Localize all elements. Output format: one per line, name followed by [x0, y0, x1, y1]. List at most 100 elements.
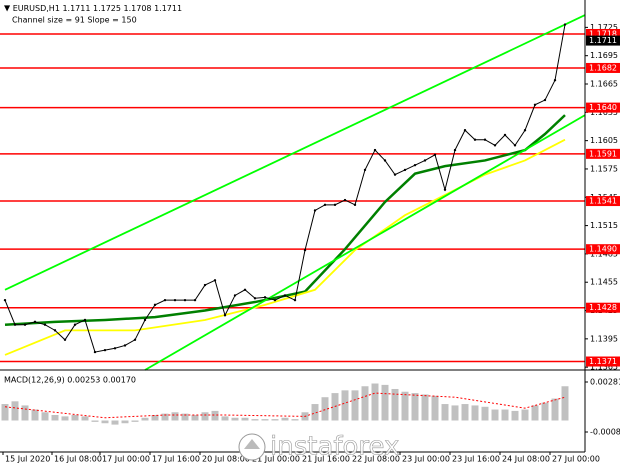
macd-bar	[51, 415, 59, 421]
price-point	[83, 318, 87, 322]
price-point	[493, 144, 497, 147]
macd-bar	[191, 415, 199, 421]
x-tick-label: 20 Jul 08:00	[202, 455, 250, 464]
price-point	[283, 294, 287, 297]
price-point	[243, 288, 247, 291]
macd-bar	[421, 394, 429, 421]
macd-bar	[351, 390, 359, 421]
level-label-box	[586, 244, 620, 255]
price-point	[483, 138, 487, 141]
macd-bar	[551, 398, 559, 421]
price-point	[183, 298, 187, 302]
macd-bar	[281, 417, 289, 421]
x-tick-label: 21 Jul 00:00	[252, 455, 300, 464]
price-point	[103, 348, 107, 352]
price-point	[73, 323, 77, 326]
macd-bar	[391, 388, 399, 421]
level-label: 1.1682	[589, 63, 617, 72]
price-point	[523, 129, 527, 132]
level-label-box	[586, 302, 620, 313]
macd-bar	[441, 404, 449, 421]
macd-bar	[411, 393, 419, 421]
level-label-box	[586, 102, 620, 113]
macd-bar	[121, 420, 129, 424]
price-point	[563, 23, 567, 26]
price-point	[343, 198, 347, 202]
level-label-box	[586, 62, 620, 73]
indicator-line	[144, 114, 586, 371]
price-point	[553, 79, 557, 82]
macd-tick-label: 0.00281	[590, 378, 620, 387]
macd-bar	[11, 401, 19, 421]
price-point	[233, 294, 237, 297]
macd-bar	[61, 416, 69, 421]
last-price-label: 1.1711	[589, 36, 617, 45]
macd-bar	[511, 410, 519, 421]
price-point	[193, 298, 197, 302]
macd-bar	[31, 409, 39, 421]
macd-bar	[451, 405, 459, 421]
x-tick-label: 23 Jul 16:00	[452, 455, 500, 464]
price-point	[453, 148, 457, 152]
macd-bar	[161, 413, 169, 421]
x-tick-label: 15 Jul 2020	[5, 455, 50, 464]
price-point	[263, 296, 267, 299]
macd-bar	[91, 420, 99, 422]
macd-title: MACD(12,26,9) 0.00253 0.00170	[4, 376, 136, 385]
indicator-line	[4, 138, 566, 356]
macd-bar	[211, 410, 219, 421]
macd-bar	[461, 404, 469, 421]
macd-bar	[431, 395, 439, 421]
level-label: 1.1718	[589, 29, 617, 38]
y-tick-label: 1.1665	[590, 80, 618, 89]
macd-bar	[561, 386, 569, 421]
price-point	[113, 347, 117, 350]
indicator-line	[4, 114, 566, 326]
macd-bar	[101, 420, 109, 424]
level-label: 1.1371	[589, 357, 617, 366]
watermark-logo-mark	[244, 439, 260, 449]
symbol-info-text: EURUSD,H1 1.1711 1.1725 1.1708 1.1711	[13, 4, 182, 13]
macd-bar	[241, 417, 249, 421]
price-point	[373, 148, 377, 152]
price-point	[23, 323, 27, 326]
macd-bar	[261, 419, 269, 421]
macd-bar	[201, 412, 209, 421]
level-label-box	[586, 196, 620, 207]
macd-bar	[491, 409, 499, 421]
macd-bar	[371, 383, 379, 421]
macd-bar	[221, 416, 229, 421]
price-point	[213, 279, 217, 282]
macd-bar	[181, 413, 189, 421]
price-point	[423, 159, 427, 162]
price-point	[13, 323, 17, 326]
macd-tick-label: -0.00084	[590, 428, 620, 437]
macd-bar	[71, 415, 79, 421]
price-point	[323, 203, 327, 207]
level-label: 1.1490	[589, 245, 617, 254]
macd-bar	[321, 397, 329, 421]
price-point	[293, 298, 297, 302]
level-label: 1.1541	[589, 197, 617, 206]
price-point	[473, 138, 477, 141]
level-label-box	[586, 356, 620, 367]
price-point	[433, 153, 437, 156]
price-point	[43, 323, 47, 326]
price-point	[543, 98, 547, 102]
macd-bar	[401, 391, 409, 421]
macd-bar	[1, 404, 9, 421]
watermark: instaforex	[238, 431, 400, 462]
price-point	[533, 103, 537, 106]
price-point	[33, 320, 37, 324]
price-point	[393, 173, 397, 176]
macd-bar	[341, 390, 349, 421]
price-point	[463, 129, 467, 132]
price-point	[93, 350, 97, 354]
x-tick-label: 24 Jul 08:00	[502, 455, 550, 464]
plot-area	[0, 14, 586, 371]
x-tick-label: 17 Jul 00:00	[102, 455, 150, 464]
y-tick-label: 1.1575	[590, 164, 618, 173]
macd-bar	[501, 409, 509, 421]
price-point	[403, 168, 407, 172]
macd-bar	[531, 405, 539, 421]
